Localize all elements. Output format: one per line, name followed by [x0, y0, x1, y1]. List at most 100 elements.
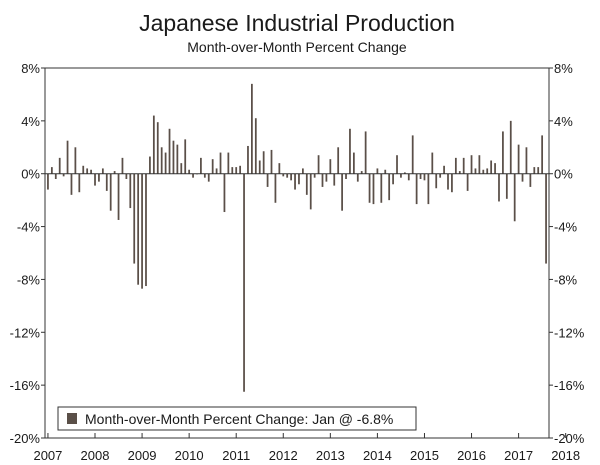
bar-103	[451, 173, 453, 193]
bar-85	[380, 173, 383, 203]
bar-98	[431, 152, 434, 174]
bar-41	[207, 173, 210, 182]
x-tick-label-5: 2012	[269, 448, 298, 463]
chart-subtitle: Month-over-Month Percent Change	[187, 39, 407, 55]
bar-53	[254, 118, 257, 174]
x-tick-label-11: 2018	[551, 448, 580, 463]
bar-29	[160, 147, 163, 174]
bar-80	[360, 171, 363, 174]
bar-28	[156, 122, 159, 174]
bar-105	[458, 171, 461, 174]
bar-58	[274, 173, 277, 203]
bar-76	[345, 173, 347, 179]
x-tick-label-8: 2015	[410, 448, 439, 463]
bar-122	[525, 147, 528, 174]
bar-4	[62, 173, 65, 177]
x-tick-label-9: 2016	[457, 448, 486, 463]
bar-42	[211, 159, 214, 174]
bar-62	[290, 173, 292, 181]
bar-45	[223, 173, 226, 213]
bar-52	[251, 83, 253, 174]
y-tick-label-right-3: -4%	[554, 220, 578, 235]
bar-73	[333, 173, 336, 186]
bar-1	[50, 167, 53, 174]
bar-10	[86, 168, 89, 174]
bar-84	[376, 168, 379, 174]
y-tick-label-right-5: -12%	[554, 325, 585, 340]
bar-27	[152, 115, 155, 174]
y-tick-label-left-2: 0%	[21, 167, 40, 182]
bar-51	[247, 145, 249, 174]
bar-57	[270, 149, 273, 174]
bar-26	[149, 156, 151, 174]
bar-56	[266, 173, 269, 187]
bar-24	[141, 173, 143, 289]
bar-40	[203, 173, 206, 178]
bar-110	[478, 155, 481, 174]
bar-81	[364, 131, 367, 174]
bar-112	[486, 168, 489, 174]
y-tick-label-left-7: -20%	[10, 431, 41, 446]
bar-34	[180, 163, 183, 174]
bar-12	[94, 173, 96, 186]
x-tick-label-4: 2011	[222, 448, 250, 463]
bar-65	[302, 168, 304, 174]
bar-7	[74, 147, 77, 174]
y-tick-label-left-5: -12%	[10, 325, 41, 340]
bar-119	[513, 173, 516, 222]
chart-title: Japanese Industrial Production	[139, 10, 455, 36]
bar-5	[66, 140, 69, 174]
bar-49	[239, 165, 242, 174]
x-tick-label-0: 2007	[33, 448, 62, 463]
bar-47	[231, 167, 234, 174]
x-tick-label-7: 2014	[363, 448, 392, 463]
bar-37	[192, 173, 194, 178]
bar-100	[439, 173, 442, 178]
legend-label: Month-over-Month Percent Change: Jan @ -…	[85, 411, 393, 427]
bar-32	[172, 140, 175, 174]
x-axis: 2007 2008 2009 2010 2011 2012 2013 2014 2015 2016…	[33, 433, 580, 463]
bar-22	[133, 173, 136, 264]
bar-82	[368, 173, 371, 203]
bar-89	[396, 155, 398, 174]
y-tick-label-right-0: 8%	[554, 61, 573, 76]
bar-87	[388, 173, 391, 201]
bar-97	[427, 173, 430, 205]
bar-116	[502, 131, 504, 174]
y-tick-label-left-0: 8%	[21, 61, 40, 76]
bar-118	[509, 120, 512, 174]
y-axis-right: 8% 4% 0% -4% -8% -12% -16% -20%	[549, 61, 585, 446]
y-tick-label-right-6: -16%	[554, 378, 585, 393]
bar-99	[435, 173, 438, 189]
bar-71	[325, 173, 328, 182]
bar-72	[329, 159, 332, 174]
bar-92	[407, 173, 410, 181]
bar-123	[529, 173, 532, 187]
legend-swatch	[67, 413, 77, 424]
bar-50	[243, 173, 245, 392]
bar-104	[454, 157, 457, 174]
bar-124	[533, 167, 536, 174]
bar-16	[109, 173, 112, 211]
bar-46	[227, 152, 230, 174]
bar-125	[537, 167, 540, 174]
x-tick-label-3: 2010	[175, 448, 204, 463]
bar-3	[58, 157, 61, 174]
bar-120	[517, 144, 520, 174]
bar-109	[474, 168, 477, 174]
bar-8	[78, 173, 81, 193]
bar-63	[294, 173, 296, 190]
bar-70	[321, 173, 324, 187]
y-tick-label-left-4: -8%	[17, 272, 41, 287]
bar-95	[419, 173, 422, 179]
bar-33	[176, 144, 179, 174]
bar-60	[282, 173, 285, 177]
bar-96	[423, 173, 426, 181]
bar-36	[188, 169, 191, 174]
bar-25	[145, 173, 147, 287]
y-axis-left: 8% 4% 0% -4% -8% -12% -16% -20%	[10, 61, 45, 446]
bar-15	[105, 173, 108, 191]
bar-13	[98, 173, 100, 182]
bar-108	[470, 155, 473, 174]
bar-48	[235, 167, 238, 174]
